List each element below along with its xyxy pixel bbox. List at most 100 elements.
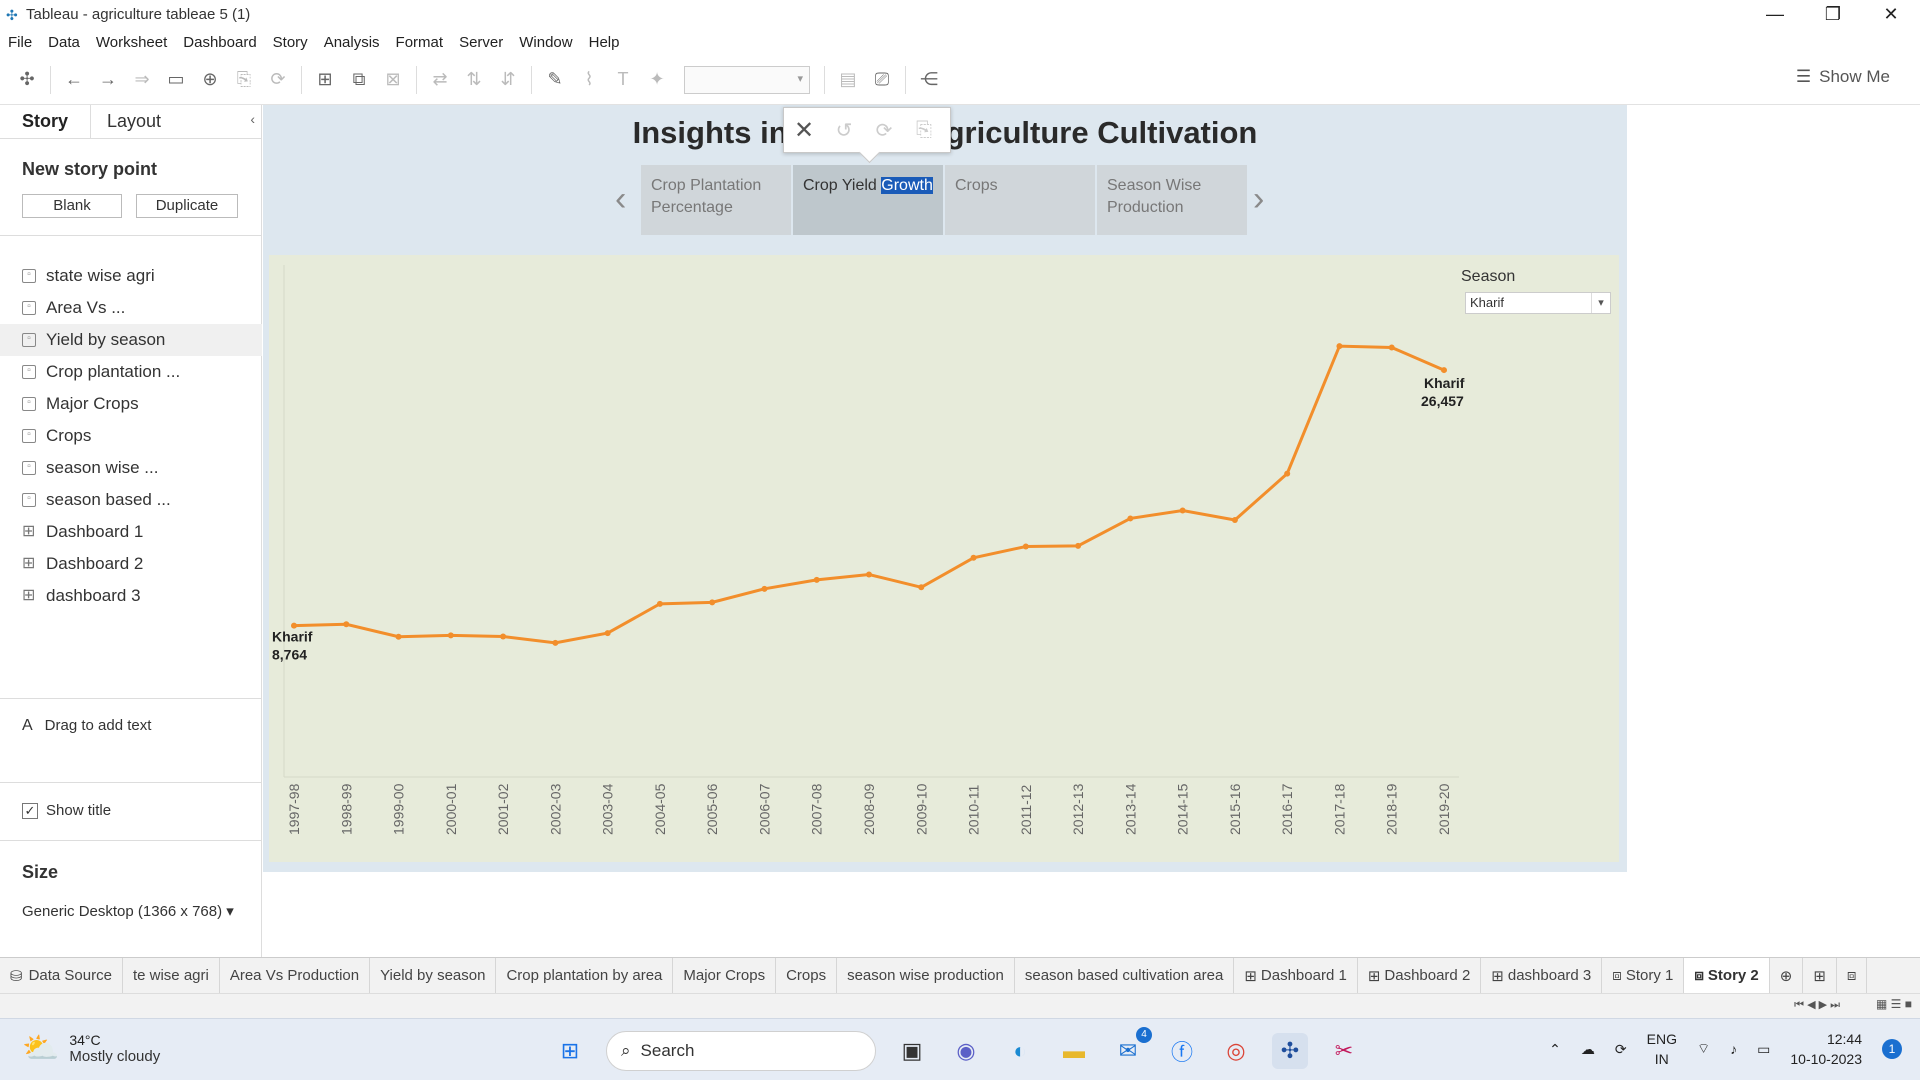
sheet-item[interactable]: ▫ Crops: [0, 420, 262, 452]
data-point[interactable]: [1388, 344, 1395, 351]
pin-icon[interactable]: ✦: [649, 69, 665, 89]
tab-layout[interactable]: Layout ‹: [90, 105, 261, 138]
new-worksheet-tab-icon[interactable]: ⊕: [1770, 957, 1804, 994]
tab-sheet[interactable]: Crops: [776, 957, 838, 994]
data-point[interactable]: [604, 630, 611, 637]
tab-sheet[interactable]: Major Crops: [673, 957, 777, 994]
story-point[interactable]: Season Wise Production: [1097, 165, 1247, 235]
menu-worksheet[interactable]: Worksheet: [95, 33, 168, 51]
sheet-item[interactable]: ▫ Major Crops: [0, 388, 262, 420]
sheet-item[interactable]: ⊞ dashboard 3: [0, 580, 262, 612]
data-point[interactable]: [1231, 516, 1238, 523]
data-point[interactable]: [1441, 367, 1447, 374]
clear-sheet-icon[interactable]: ⊠: [385, 69, 401, 89]
snipping-tool-icon[interactable]: ✂: [1334, 1038, 1354, 1063]
blank-button[interactable]: Blank: [22, 194, 122, 218]
data-point[interactable]: [970, 554, 977, 561]
sheet-item[interactable]: ▫ season wise ...: [0, 452, 262, 484]
data-point[interactable]: [1284, 470, 1291, 477]
close-button[interactable]: ✕: [1883, 4, 1899, 24]
sort-descending-icon[interactable]: ⇵: [500, 69, 516, 89]
drag-to-add-text[interactable]: A Drag to add text: [22, 717, 151, 735]
sheet-item[interactable]: ▫ Area Vs ...: [0, 292, 262, 324]
selected-caption-text[interactable]: Growth: [881, 177, 933, 194]
edge-icon[interactable]: ◐: [1013, 1038, 1027, 1063]
story-point[interactable]: Crop Plantation Percentage: [641, 165, 791, 235]
duplicate-sheet-icon[interactable]: ⧉: [352, 69, 366, 89]
duplicate-button[interactable]: Duplicate: [136, 194, 238, 218]
tab-data-source[interactable]: ⛁ Data Source: [0, 957, 123, 994]
tab-sheet[interactable]: te wise agri: [123, 957, 220, 994]
data-point[interactable]: [1336, 343, 1343, 350]
revert-icon[interactable]: ⟳: [875, 119, 893, 142]
story-point-active[interactable]: Crop Yield Growth: [793, 165, 943, 235]
sheet-item[interactable]: ▫ Yield by season: [0, 324, 262, 356]
show-cards-icon[interactable]: ▤: [839, 69, 857, 89]
refresh-icon[interactable]: ⟳: [270, 69, 286, 89]
tab-sheet[interactable]: Area Vs Production: [220, 957, 371, 994]
tab-sheet[interactable]: Crop plantation by area: [496, 957, 674, 994]
data-point[interactable]: [1127, 515, 1134, 522]
menu-window[interactable]: Window: [519, 33, 573, 51]
story-title[interactable]: Insights in griculture Cultivation: [263, 115, 1627, 151]
pause-updates-icon[interactable]: ⎘: [236, 69, 252, 89]
restore-button[interactable]: ❐: [1824, 4, 1842, 24]
notification-badge[interactable]: 1: [1882, 1039, 1902, 1059]
data-point[interactable]: [1075, 542, 1082, 549]
data-point[interactable]: [395, 633, 402, 640]
wifi-icon[interactable]: ⌔: [1696, 1040, 1711, 1056]
next-story-point-icon[interactable]: ›: [1253, 180, 1265, 218]
fit-dropdown[interactable]: [684, 65, 810, 94]
onedrive-icon[interactable]: ☁: [1580, 1040, 1595, 1057]
tab-dashboard[interactable]: ⊞ Dashboard 1: [1234, 957, 1358, 994]
show-title-checkbox[interactable]: ✓ Show title: [22, 802, 111, 819]
sheet-item[interactable]: ⊞ Dashboard 2: [0, 548, 262, 580]
windows-start-icon[interactable]: ⊞: [560, 1038, 580, 1063]
data-point[interactable]: [1179, 507, 1186, 514]
menu-file[interactable]: File: [8, 33, 33, 51]
new-data-source-icon[interactable]: ⊕: [202, 69, 218, 89]
teams-icon[interactable]: ◉: [956, 1038, 976, 1063]
clock[interactable]: 12:44 10-10-2023: [1790, 1029, 1862, 1069]
menu-story[interactable]: Story: [272, 33, 308, 51]
chevron-up-icon[interactable]: ⌃: [1549, 1040, 1561, 1057]
tab-story[interactable]: Story: [22, 111, 69, 131]
new-dashboard-tab-icon[interactable]: ⊞: [1803, 957, 1837, 994]
undo-icon[interactable]: ↺: [835, 119, 853, 142]
sheet-item[interactable]: ⊞ Dashboard 1: [0, 516, 262, 548]
save-as-new-icon[interactable]: ⎘: [916, 118, 932, 141]
presentation-mode-icon[interactable]: ⎚: [874, 69, 890, 89]
sheet-item[interactable]: ▫ season based ...: [0, 484, 262, 516]
menu-dashboard[interactable]: Dashboard: [183, 33, 257, 51]
tab-sheet[interactable]: season wise production: [837, 957, 1015, 994]
tableau-logo-icon[interactable]: ✣: [19, 69, 35, 89]
facebook-icon[interactable]: ⓕ: [1170, 1040, 1193, 1065]
collapse-pane-icon[interactable]: ‹: [250, 111, 255, 127]
volume-icon[interactable]: ♪: [1730, 1041, 1738, 1057]
season-filter-dropdown[interactable]: Kharif: [1465, 292, 1611, 314]
data-point[interactable]: [709, 599, 716, 606]
new-story-tab-icon[interactable]: ⧈: [1837, 957, 1868, 994]
sync-icon[interactable]: ⟳: [1614, 1040, 1627, 1057]
data-point[interactable]: [1022, 543, 1029, 550]
tab-navigation-icons[interactable]: ⏮ ◀ ▶ ⏭: [1794, 999, 1840, 1011]
data-point[interactable]: [291, 622, 297, 629]
data-point[interactable]: [656, 600, 663, 607]
data-point[interactable]: [447, 632, 454, 639]
sheet-item[interactable]: ▫ Crop plantation ...: [0, 356, 262, 388]
story-point[interactable]: Crops: [945, 165, 1095, 235]
new-worksheet-icon[interactable]: ⊞: [317, 69, 333, 89]
swap-icon[interactable]: ⇄: [432, 69, 448, 89]
data-point[interactable]: [866, 571, 872, 578]
battery-icon[interactable]: ▭: [1757, 1040, 1771, 1057]
minimize-button[interactable]: —: [1766, 4, 1784, 24]
taskbar-search[interactable]: ⌕ Search: [606, 1031, 876, 1071]
sheet-item[interactable]: ▫ state wise agri: [0, 260, 262, 292]
menu-analysis[interactable]: Analysis: [323, 33, 380, 51]
show-me-button[interactable]: ☰ Show Me: [1796, 67, 1890, 87]
labels-icon[interactable]: T: [617, 69, 629, 89]
language-indicator[interactable]: ENG IN: [1647, 1029, 1677, 1069]
weather-widget[interactable]: ⛅ 34°C Mostly cloudy: [22, 1031, 160, 1066]
menu-format[interactable]: Format: [395, 33, 444, 51]
file-explorer-icon[interactable]: ▬: [1063, 1038, 1085, 1063]
